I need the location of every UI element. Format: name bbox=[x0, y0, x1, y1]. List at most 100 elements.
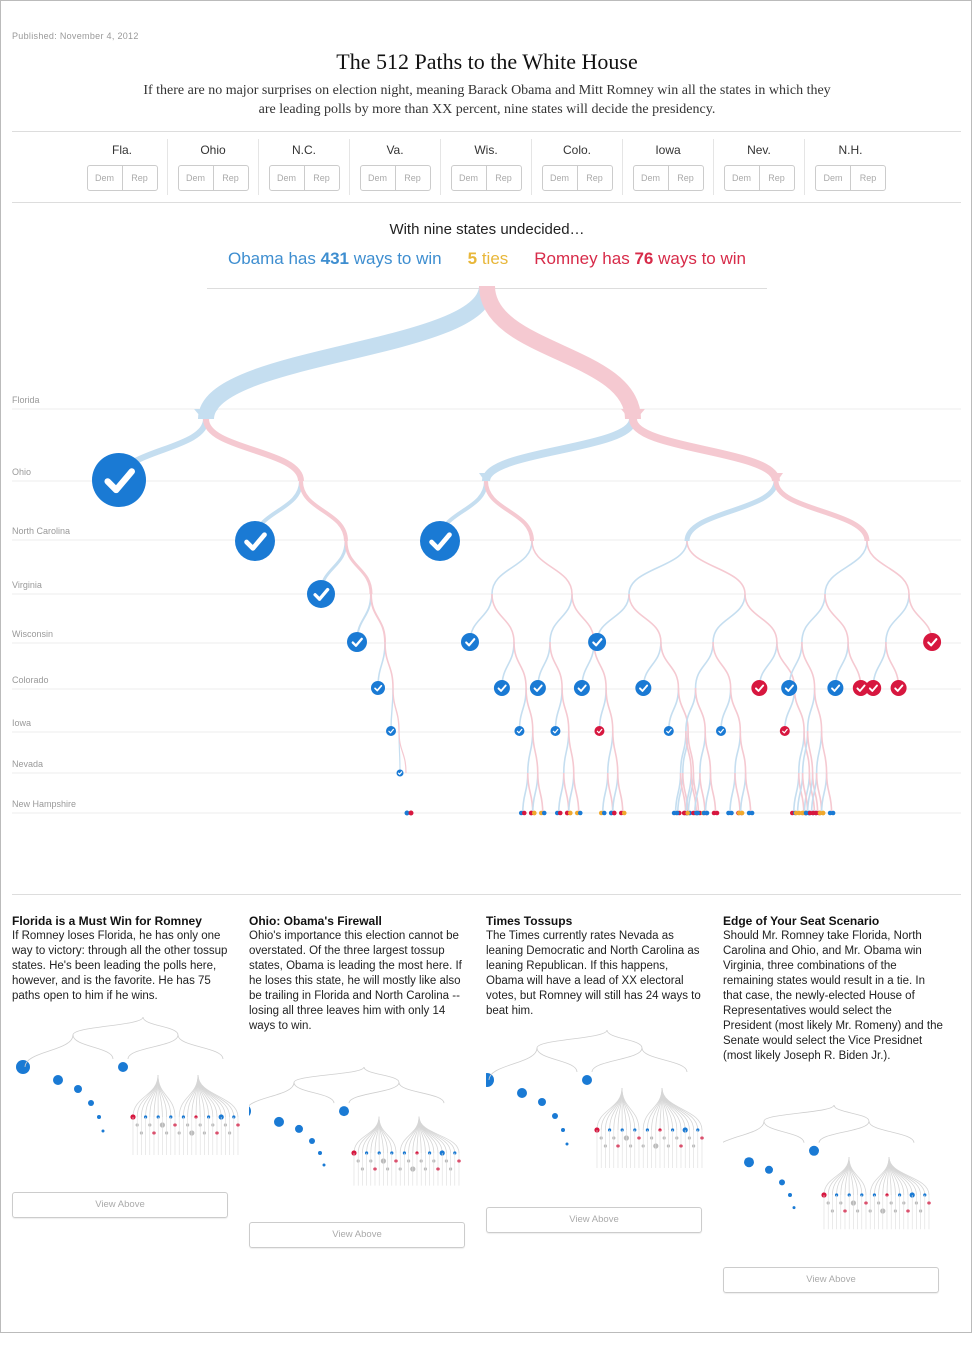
check-mark bbox=[639, 684, 649, 692]
tree-branch-romney bbox=[813, 687, 823, 732]
tree-branch-obama bbox=[815, 730, 823, 774]
tree-branch-obama bbox=[562, 730, 570, 774]
dem-button[interactable]: Dem bbox=[823, 173, 843, 183]
outcome-dot bbox=[611, 810, 617, 816]
scenario-times-tossups: Times Tossups The Times currently rates … bbox=[486, 914, 706, 1019]
obama-win-check bbox=[92, 453, 146, 507]
obama-win-check bbox=[635, 680, 652, 696]
check-circle bbox=[588, 633, 607, 651]
mini-branch bbox=[723, 1121, 765, 1143]
tree-branch-romney bbox=[744, 593, 778, 643]
outcome-dot bbox=[729, 810, 734, 816]
tree-branch-romney bbox=[398, 730, 407, 774]
tree-branch-romney bbox=[525, 687, 534, 732]
outcome-dot bbox=[541, 810, 547, 816]
tree-branch-romney bbox=[739, 730, 747, 774]
mini-branch bbox=[197, 1074, 226, 1118]
tree-branch-obama bbox=[482, 417, 637, 483]
mini-obama-dot bbox=[322, 1163, 326, 1167]
dem-button[interactable]: Dem bbox=[549, 173, 569, 183]
view-above-button[interactable]: View Above bbox=[12, 1192, 228, 1218]
view-above-button[interactable]: View Above bbox=[249, 1222, 465, 1248]
rep-button[interactable]: Rep bbox=[758, 166, 794, 190]
outcome-dot bbox=[685, 810, 691, 816]
tree-branch-romney bbox=[677, 687, 689, 732]
tree-branch-romney bbox=[681, 772, 689, 814]
mini-branch bbox=[197, 1074, 230, 1118]
dem-button[interactable]: Dem bbox=[367, 173, 387, 183]
check-circle bbox=[779, 726, 790, 736]
romney-win-check bbox=[923, 633, 942, 651]
obama-suffix: ways to win bbox=[353, 249, 442, 268]
rep-button[interactable]: Rep bbox=[212, 166, 248, 190]
dem-rep-toggle: Dem Rep bbox=[177, 165, 249, 191]
check-mark bbox=[666, 728, 672, 734]
view-above-button[interactable]: View Above bbox=[486, 1207, 702, 1233]
mini-obama-dot bbox=[318, 1151, 322, 1155]
tree-branch-romney bbox=[712, 641, 732, 689]
check-circle bbox=[852, 680, 869, 696]
mini-branch bbox=[24, 1034, 74, 1068]
check-circle bbox=[890, 680, 907, 696]
scenario-heading: Edge of Your Seat Scenario bbox=[723, 914, 880, 928]
mini-branch bbox=[488, 1047, 538, 1081]
mini-branch bbox=[293, 1082, 335, 1104]
check-circle bbox=[420, 521, 460, 561]
rep-button[interactable]: Rep bbox=[850, 166, 885, 190]
divider bbox=[12, 894, 961, 895]
rep-button[interactable]: Rep bbox=[394, 166, 430, 190]
mini-obama-dot bbox=[249, 1106, 251, 1117]
romney-summary: Romney has 76 ways to win bbox=[534, 249, 746, 268]
tree-branch-romney bbox=[513, 641, 527, 689]
mini-obama-dot bbox=[274, 1116, 284, 1127]
check-circle bbox=[235, 521, 275, 561]
check-circle bbox=[371, 681, 385, 695]
rep-button[interactable]: Rep bbox=[667, 166, 703, 190]
obama-win-check bbox=[514, 726, 525, 736]
florida-obama-arrow bbox=[194, 409, 218, 423]
tree-branch-romney bbox=[392, 687, 400, 732]
dem-button[interactable]: Dem bbox=[731, 173, 751, 183]
mini-tree-edge-of-seat bbox=[723, 1104, 931, 1230]
rep-button[interactable]: Rep bbox=[121, 166, 157, 190]
tree-branch-romney bbox=[803, 730, 811, 774]
dem-button[interactable]: Dem bbox=[94, 173, 114, 183]
rep-button[interactable]: Rep bbox=[303, 166, 339, 190]
outcome-dot bbox=[408, 810, 414, 816]
mini-branch bbox=[661, 1087, 690, 1131]
outcome-summary: Obama has 431 ways to win 5 ties Romney ha… bbox=[1, 249, 972, 269]
ties-count: 5 bbox=[467, 249, 478, 268]
ties-label: ties bbox=[481, 249, 509, 268]
rep-button[interactable]: Rep bbox=[485, 166, 521, 190]
tree-branch-romney bbox=[660, 641, 680, 689]
mini-obama-dot bbox=[565, 1142, 569, 1146]
tree-branch-romney bbox=[526, 772, 534, 814]
dem-button[interactable]: Dem bbox=[640, 173, 660, 183]
mini-tree-group bbox=[486, 1029, 704, 1168]
tree-branch-obama bbox=[734, 730, 742, 774]
mini-obama-dot bbox=[788, 1193, 792, 1197]
rep-button[interactable]: Rep bbox=[576, 166, 612, 190]
mini-obama-dot bbox=[295, 1124, 303, 1133]
state-toggle-ohio: Ohio Dem Rep bbox=[168, 139, 259, 195]
mini-branch bbox=[249, 1082, 295, 1107]
tree-branch-obama bbox=[885, 593, 910, 643]
obama-win-check bbox=[493, 680, 510, 696]
outcome-dot bbox=[820, 810, 826, 816]
dem-button[interactable]: Dem bbox=[276, 173, 296, 183]
tree-branch-romney bbox=[571, 593, 595, 643]
mini-tree-group bbox=[723, 1104, 931, 1230]
view-above-button[interactable]: View Above bbox=[723, 1267, 939, 1293]
level-label: Florida bbox=[12, 395, 40, 405]
mini-branch bbox=[127, 1034, 179, 1060]
tree-branch-obama bbox=[526, 730, 534, 774]
dem-button[interactable]: Dem bbox=[185, 173, 205, 183]
dem-button[interactable]: Dem bbox=[458, 173, 478, 183]
tree-branch-romney bbox=[806, 730, 814, 774]
tree-branch-romney bbox=[679, 772, 687, 814]
outcome-dot bbox=[557, 810, 563, 816]
outcome-dot bbox=[796, 810, 802, 816]
ohio-romney-arrow bbox=[769, 473, 783, 483]
check-circle bbox=[386, 726, 396, 736]
tree-branch-romney bbox=[729, 687, 742, 732]
